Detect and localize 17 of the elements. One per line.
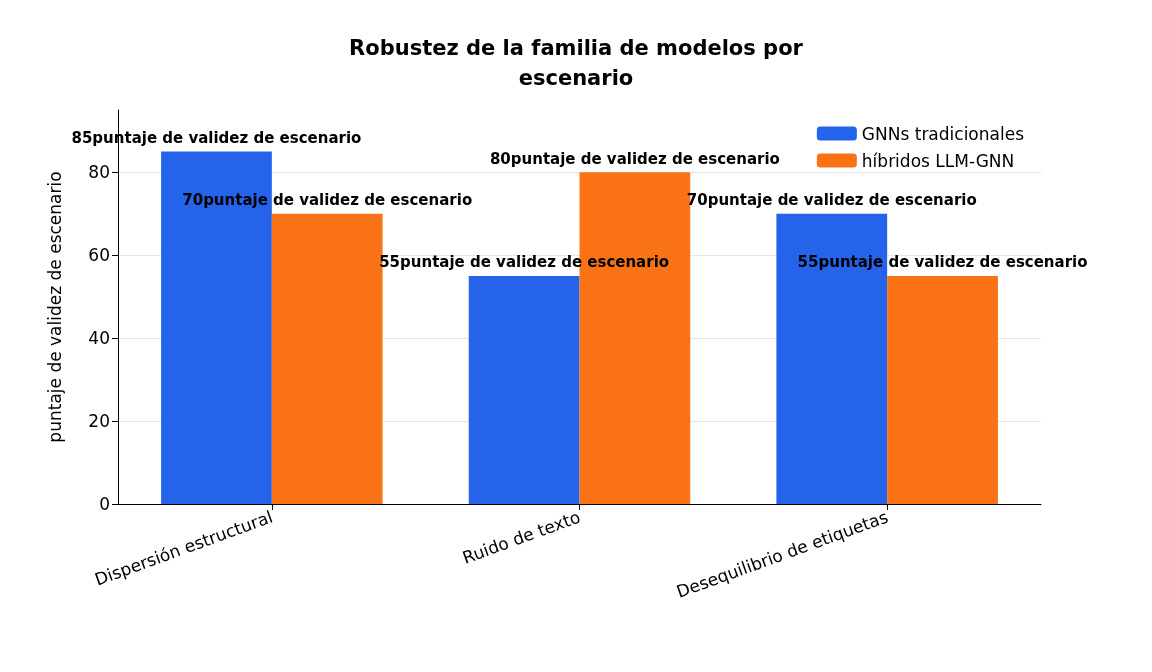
legend-label: GNNs tradicionales xyxy=(861,123,1025,144)
data-label: 80puntaje de validez de escenario xyxy=(489,149,780,168)
y-axis-title: puntaje de validez de escenario xyxy=(44,171,65,443)
x-tick-label: Ruido de texto xyxy=(459,506,583,568)
y-tick-label: 0 xyxy=(99,494,110,514)
bar xyxy=(468,275,580,504)
chart-title: Robustez de la familia de modelos por escenario xyxy=(349,36,804,90)
legend-label: híbridos LLM-GNN xyxy=(861,150,1015,171)
bar xyxy=(161,151,272,504)
y-tick-label: 60 xyxy=(88,245,110,266)
data-label: 55puntaje de validez de escenario xyxy=(797,253,1088,272)
data-label: 70puntaje de validez de escenario xyxy=(182,191,473,210)
y-tick-label: 80 xyxy=(88,162,110,183)
bar xyxy=(776,213,888,504)
y-tick-label: 20 xyxy=(88,411,110,432)
bar xyxy=(887,275,998,504)
y-tick-label: 40 xyxy=(88,328,110,349)
